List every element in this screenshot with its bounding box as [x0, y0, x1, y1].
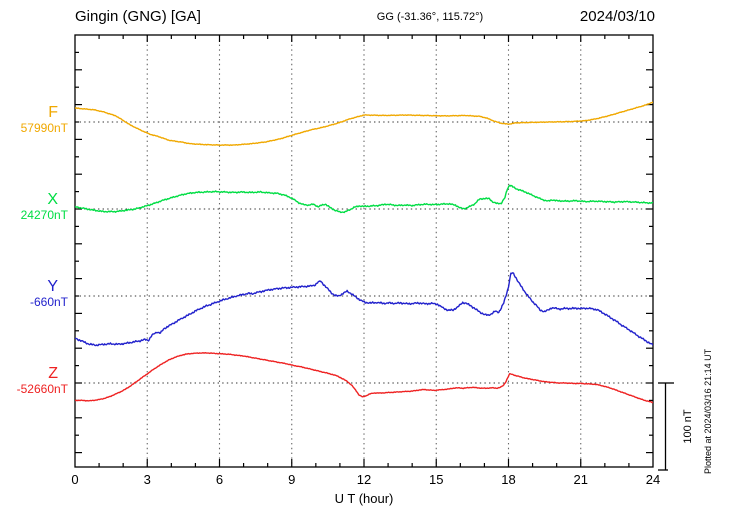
series-letter-Z: Z [48, 365, 58, 382]
series-letter-Y: Y [47, 278, 58, 295]
scale-bar-label: 100 nT [682, 409, 694, 444]
series-letter-X: X [47, 191, 58, 208]
plot-date: 2024/03/10 [579, 8, 655, 25]
x-axis-title: U T (hour) [334, 491, 394, 506]
series-baseline-Z: -52660nT [16, 382, 68, 396]
x-tick-label-9: 9 [288, 472, 296, 487]
x-tick-label-18: 18 [501, 472, 516, 487]
x-tick-label-12: 12 [356, 472, 372, 487]
x-tick-label-6: 6 [215, 472, 224, 487]
x-tick-label-21: 21 [573, 472, 588, 487]
series-baseline-Y: -660nT [29, 295, 68, 309]
x-tick-label-3: 3 [143, 472, 151, 487]
series-X-line [75, 184, 653, 214]
series-letter-F: F [48, 104, 58, 121]
plot-timestamp-note: Plotted at 2024/03/16 21:14 UT [703, 348, 713, 474]
series-F-line [75, 101, 653, 147]
x-tick-label-0: 0 [71, 472, 79, 487]
series-Z-line [75, 352, 653, 404]
series-label-Z: Z -52660nT [0, 365, 68, 396]
x-tick-label-24: 24 [645, 472, 661, 487]
station-coordinates: GG (-31.36°, 115.72°) [376, 11, 484, 23]
x-tick-label-15: 15 [429, 472, 444, 487]
series-Y-line [75, 272, 653, 347]
series-label-X: X 24270nT [0, 191, 68, 222]
series-label-Y: Y -660nT [0, 278, 68, 309]
station-title: Gingin (GNG) [GA] [75, 8, 201, 25]
series-baseline-X: 24270nT [20, 208, 68, 222]
series-baseline-F: 57990nT [20, 121, 68, 135]
series-label-F: F 57990nT [0, 104, 68, 135]
